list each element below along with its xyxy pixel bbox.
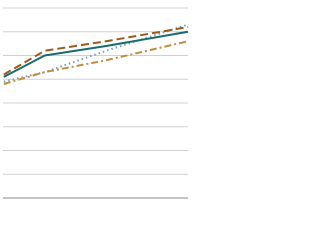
series-line xyxy=(3,30,189,78)
series-line xyxy=(3,40,189,85)
chart xyxy=(3,7,189,199)
series-line xyxy=(3,26,189,76)
series-line xyxy=(3,23,189,83)
